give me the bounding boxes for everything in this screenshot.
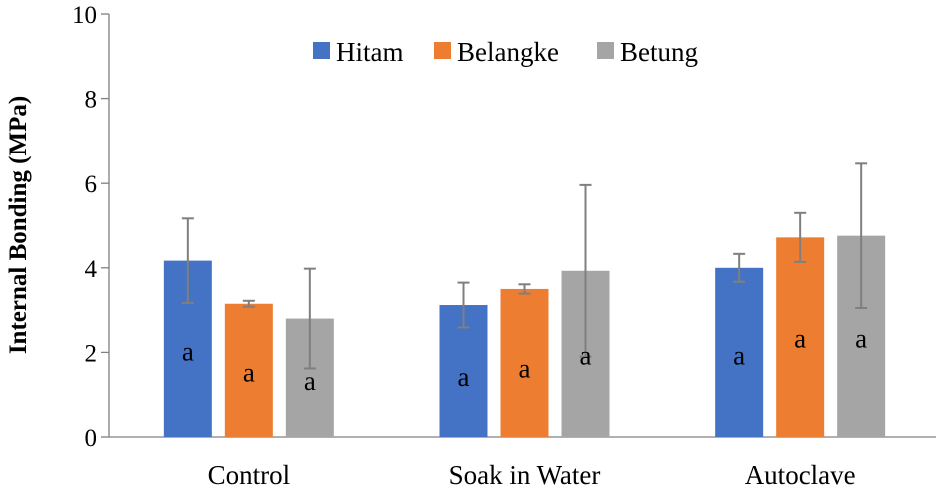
legend-item-betung: Betung (597, 37, 698, 67)
error-bars (181, 162, 868, 370)
significance-letter: a (243, 358, 255, 388)
y-tick-label: 6 (85, 171, 98, 198)
y-tick-label: 2 (85, 340, 98, 367)
significance-letter: a (458, 362, 470, 392)
error-bar (518, 283, 531, 295)
legend-swatch (434, 42, 451, 59)
significance-letter: a (580, 341, 592, 371)
legend: Hitam Belangke Betung (313, 37, 698, 67)
legend-swatch (597, 42, 614, 59)
bar-belangke-3 (776, 237, 825, 437)
x-tick-label: Control (208, 460, 291, 490)
x-tick-label: Autoclave (745, 460, 856, 490)
legend-label: Hitam (336, 37, 404, 67)
significance-letters: a a a a a a a a a (182, 324, 867, 396)
error-bar (457, 281, 470, 329)
significance-letter: a (519, 353, 531, 383)
legend-swatch (313, 42, 330, 59)
significance-letter: a (855, 324, 867, 354)
significance-letter: a (304, 366, 316, 396)
error-bar (242, 299, 255, 308)
y-tick-label: 8 (85, 87, 98, 114)
significance-letter: a (794, 324, 806, 354)
bar-belangke-2 (500, 288, 549, 437)
bars (163, 235, 886, 437)
bar-belangke-1 (224, 303, 273, 437)
y-ticks: 0 2 4 6 8 10 (72, 2, 109, 452)
legend-label: Betung (620, 37, 698, 67)
x-tick-label: Soak in Water (449, 460, 601, 490)
error-bar (733, 252, 746, 283)
error-bar (579, 183, 592, 358)
significance-letter: a (733, 341, 745, 371)
y-tick-label: 4 (85, 256, 98, 283)
bar-hitam-3 (715, 267, 764, 437)
x-tick-labels: Control Soak in Water Autoclave (208, 460, 856, 490)
significance-letter: a (182, 336, 194, 366)
error-bar (181, 217, 194, 304)
legend-item-hitam: Hitam (313, 37, 404, 67)
y-tick-label: 0 (85, 425, 98, 452)
error-bar (303, 267, 316, 370)
error-bar (855, 162, 868, 309)
legend-item-belangke: Belangke (434, 37, 559, 67)
y-axis-title: Internal Bonding (MPa) (5, 96, 32, 354)
y-tick-label: 10 (72, 2, 97, 29)
error-bar (794, 211, 807, 263)
legend-label: Belangke (457, 37, 559, 67)
